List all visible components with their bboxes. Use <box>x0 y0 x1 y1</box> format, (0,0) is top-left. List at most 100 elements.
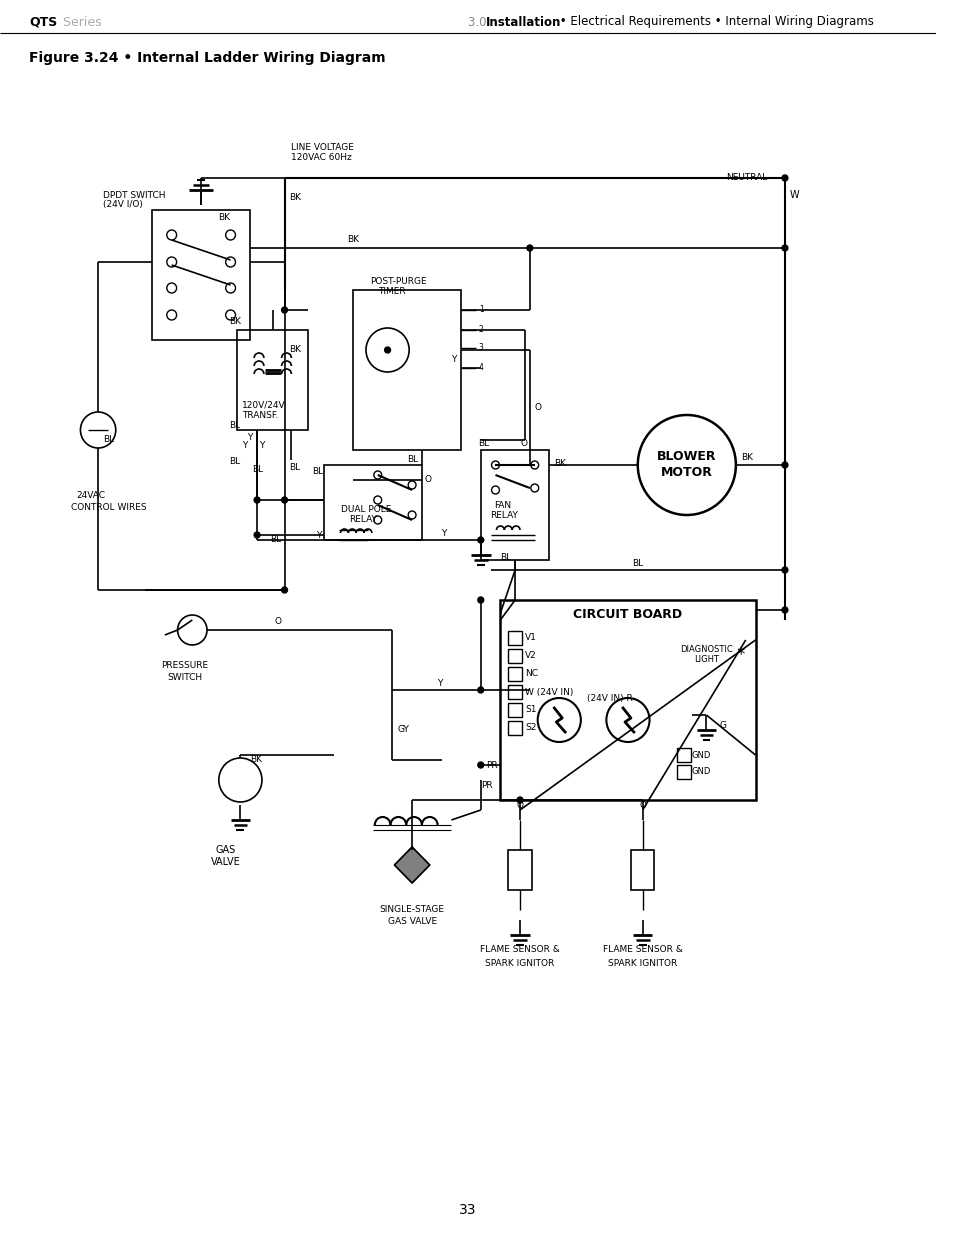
Text: RELAY: RELAY <box>490 510 517 520</box>
Text: VALVE: VALVE <box>211 857 240 867</box>
Text: V1: V1 <box>524 634 537 642</box>
Text: BL: BL <box>230 420 240 430</box>
Text: DIAGNOSTIC: DIAGNOSTIC <box>679 646 732 655</box>
Text: BL: BL <box>312 468 323 477</box>
Bar <box>237 330 308 430</box>
Text: BK: BK <box>740 453 752 462</box>
Text: Y: Y <box>451 356 456 364</box>
Bar <box>508 721 521 735</box>
Text: 2: 2 <box>478 326 483 335</box>
Text: BLOWER: BLOWER <box>657 451 716 463</box>
Text: S2: S2 <box>524 724 536 732</box>
Text: QTS: QTS <box>30 16 57 28</box>
Text: Y: Y <box>247 433 253 442</box>
Bar <box>508 650 521 663</box>
Text: BL: BL <box>103 436 114 445</box>
Bar <box>508 685 521 699</box>
Text: TIMER: TIMER <box>377 288 405 296</box>
Text: GND: GND <box>691 767 710 777</box>
Polygon shape <box>394 847 429 883</box>
Text: W: W <box>789 190 799 200</box>
Text: SWITCH: SWITCH <box>167 673 202 682</box>
Text: PR: PR <box>485 761 497 769</box>
Text: FAN: FAN <box>494 500 511 510</box>
Text: NC: NC <box>524 669 537 678</box>
Text: POST-PURGE: POST-PURGE <box>370 278 426 287</box>
Circle shape <box>477 762 483 768</box>
Circle shape <box>517 797 522 803</box>
Circle shape <box>281 587 287 593</box>
Circle shape <box>477 597 483 603</box>
Text: Y: Y <box>259 441 264 450</box>
Text: LINE VOLTAGE: LINE VOLTAGE <box>291 143 354 152</box>
Text: FLAME SENSOR &: FLAME SENSOR & <box>602 946 682 955</box>
Bar <box>152 210 250 340</box>
Bar <box>677 764 690 779</box>
Text: V2: V2 <box>524 652 537 661</box>
Text: FLAME SENSOR &: FLAME SENSOR & <box>479 946 559 955</box>
Text: RELAY: RELAY <box>349 515 376 525</box>
Text: O: O <box>516 800 523 809</box>
Text: SPARK IGNITOR: SPARK IGNITOR <box>485 958 554 967</box>
Circle shape <box>253 496 260 503</box>
Bar <box>677 748 690 762</box>
Circle shape <box>253 532 260 538</box>
Text: Series: Series <box>59 16 101 28</box>
Text: • Electrical Requirements • Internal Wiring Diagrams: • Electrical Requirements • Internal Wir… <box>556 16 873 28</box>
Text: DUAL POLE: DUAL POLE <box>341 505 392 515</box>
Text: 33: 33 <box>458 1203 476 1216</box>
Text: SINGLE-STAGE: SINGLE-STAGE <box>379 905 444 914</box>
Text: (24V IN) R: (24V IN) R <box>586 694 632 703</box>
Text: LIGHT: LIGHT <box>693 656 719 664</box>
Text: BL: BL <box>632 558 642 568</box>
Text: *: * <box>736 646 744 664</box>
Text: O: O <box>639 800 645 809</box>
Circle shape <box>781 567 787 573</box>
Text: DPDT SWITCH: DPDT SWITCH <box>103 190 166 200</box>
Circle shape <box>477 537 483 543</box>
Text: CONTROL WIRES: CONTROL WIRES <box>71 504 146 513</box>
Text: GAS VALVE: GAS VALVE <box>387 918 436 926</box>
Text: BK: BK <box>230 317 241 326</box>
Circle shape <box>477 687 483 693</box>
Text: SPARK IGNITOR: SPARK IGNITOR <box>607 958 677 967</box>
Text: W (24V IN): W (24V IN) <box>524 688 573 697</box>
Text: BK: BK <box>347 236 359 245</box>
Circle shape <box>781 462 787 468</box>
Text: Y: Y <box>441 529 446 537</box>
Text: S1: S1 <box>524 705 536 715</box>
Text: O: O <box>424 475 432 484</box>
Circle shape <box>781 175 787 182</box>
Bar <box>353 290 460 450</box>
Text: O: O <box>274 618 281 626</box>
Bar <box>508 703 521 718</box>
Bar <box>630 850 654 890</box>
Text: O: O <box>519 438 526 447</box>
Circle shape <box>781 245 787 251</box>
Bar <box>508 631 521 645</box>
Bar <box>480 450 549 559</box>
Text: TRANSF.: TRANSF. <box>242 410 278 420</box>
Text: 120VAC 60Hz: 120VAC 60Hz <box>291 152 352 162</box>
Text: 4: 4 <box>478 363 483 373</box>
Text: 1: 1 <box>478 305 483 315</box>
Circle shape <box>281 496 287 503</box>
Bar <box>323 466 421 540</box>
Text: BK: BK <box>289 346 301 354</box>
Bar <box>508 850 531 890</box>
Text: BK: BK <box>217 214 230 222</box>
Text: BL: BL <box>230 457 240 467</box>
Text: CIRCUIT BOARD: CIRCUIT BOARD <box>573 609 681 621</box>
Text: G: G <box>719 720 725 730</box>
Text: BK: BK <box>554 459 566 468</box>
Text: BK: BK <box>250 756 262 764</box>
Text: 3: 3 <box>478 343 483 352</box>
Bar <box>508 667 521 680</box>
Circle shape <box>526 245 532 251</box>
Text: BL: BL <box>477 440 489 448</box>
Text: 120V/24V: 120V/24V <box>242 400 286 410</box>
Circle shape <box>781 606 787 613</box>
Text: Installation: Installation <box>485 16 560 28</box>
Text: MOTOR: MOTOR <box>660 467 712 479</box>
Text: GAS: GAS <box>215 845 235 855</box>
